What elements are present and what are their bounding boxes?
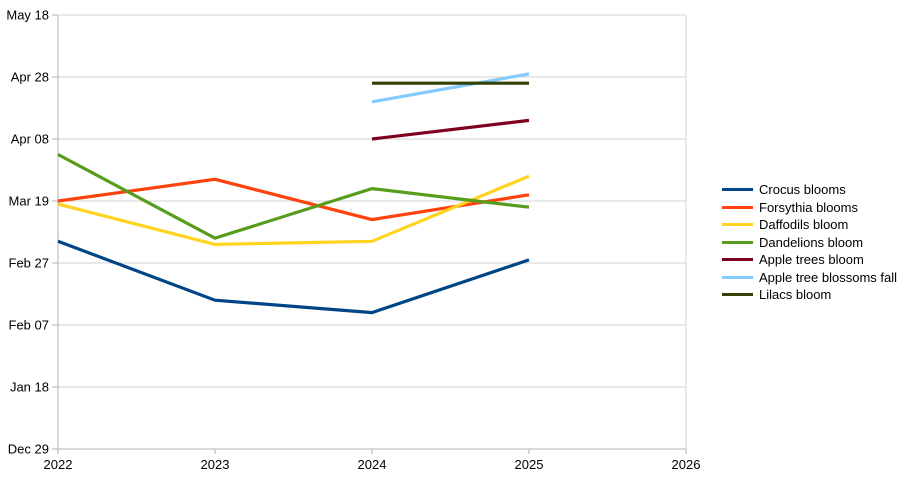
legend-item-dandelions-bloom: Dandelions bloom — [722, 234, 897, 252]
y-axis-tick-label: Apr 08 — [11, 132, 49, 147]
legend-label: Daffodils bloom — [759, 217, 849, 233]
x-axis-tick-label: 2023 — [201, 457, 230, 472]
legend-item-forsythia-blooms: Forsythia blooms — [722, 199, 897, 217]
legend-label: Dandelions bloom — [759, 234, 864, 250]
x-axis-tick-label: 2025 — [515, 457, 544, 472]
legend-swatch-icon — [722, 275, 753, 279]
legend-label: Apple trees bloom — [759, 252, 864, 268]
x-axis-tick-label: 2024 — [358, 457, 387, 472]
legend-item-daffodils-bloom: Daffodils bloom — [722, 216, 897, 234]
y-axis-tick-label: Feb 07 — [9, 318, 49, 333]
y-axis-tick-label: Jan 18 — [10, 380, 49, 395]
legend-swatch-icon — [722, 293, 753, 297]
legend-swatch-icon — [722, 205, 753, 209]
legend-item-apple-tree-blossoms-fall: Apple tree blossoms fall — [722, 269, 897, 287]
y-axis-tick-label: Mar 19 — [9, 194, 49, 209]
legend: Crocus blooms Forsythia blooms Daffodils… — [722, 181, 897, 304]
legend-label: Forsythia blooms — [759, 199, 858, 215]
legend-swatch-icon — [722, 188, 753, 192]
legend-swatch-icon — [722, 223, 753, 227]
x-axis-tick-label: 2026 — [672, 457, 701, 472]
series-line-apple-tree-blossoms-fall — [371, 72, 530, 104]
legend-label: Lilacs bloom — [759, 287, 832, 303]
series-line-daffodils-bloom — [57, 174, 530, 247]
legend-item-apple-trees-bloom: Apple trees bloom — [722, 251, 897, 269]
legend-swatch-icon — [722, 258, 753, 262]
legend-item-crocus-blooms: Crocus blooms — [722, 181, 897, 199]
legend-swatch-icon — [722, 240, 753, 244]
y-axis-tick-label: May 18 — [6, 8, 49, 23]
legend-label: Crocus blooms — [759, 182, 846, 198]
legend-label: Apple tree blossoms fall — [759, 269, 898, 285]
y-axis-tick-label: Dec 29 — [8, 442, 49, 457]
y-axis-tick-label: Feb 27 — [9, 256, 49, 271]
x-axis-tick-label: 2022 — [44, 457, 73, 472]
series-line-dandelions-bloom — [57, 153, 530, 240]
legend-item-lilacs-bloom: Lilacs bloom — [722, 286, 897, 304]
series-line-crocus-blooms — [57, 239, 530, 315]
y-axis-tick-label: Apr 28 — [11, 70, 49, 85]
series-line-apple-trees-bloom — [371, 118, 530, 141]
